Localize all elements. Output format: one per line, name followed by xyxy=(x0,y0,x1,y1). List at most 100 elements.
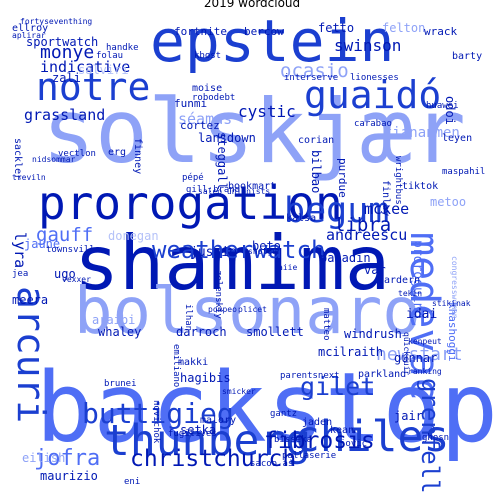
cloud-word: indicative xyxy=(40,58,131,76)
cloud-word: grassland xyxy=(24,106,106,124)
cloud-word: aiie xyxy=(278,263,298,272)
cloud-word: steggall xyxy=(215,132,229,190)
cloud-word: jaden xyxy=(302,417,333,428)
cloud-word: ranking xyxy=(408,367,442,376)
cloud-word: saleo unionists xyxy=(198,187,271,196)
cloud-word: fugitives xyxy=(168,429,217,439)
cloud-word: séamas xyxy=(178,110,233,128)
cloud-word: prorogation xyxy=(38,176,343,230)
cloud-word: andreescu xyxy=(326,226,408,244)
cloud-word: buttigieg xyxy=(82,397,234,430)
cloud-word: fetto xyxy=(318,21,355,35)
cloud-word: paladin xyxy=(320,251,371,265)
cloud-word: sacoo.as xyxy=(250,459,294,469)
cloud-word: ellroy xyxy=(12,23,49,34)
cloud-word: funmi xyxy=(174,97,208,110)
cloud-word: hagibis xyxy=(180,371,231,385)
cloud-word: jovic xyxy=(340,439,368,449)
cloud-word: newstart xyxy=(376,344,463,365)
cloud-word: whaley xyxy=(98,325,142,339)
cloud-word: var xyxy=(364,263,386,277)
cloud-word: salviri xyxy=(78,63,129,77)
cloud-word: erg xyxy=(108,147,127,158)
cloud-word: fortyseventhing xyxy=(20,17,93,26)
cloud-word: gilet xyxy=(300,372,376,401)
cloud-word: shamima xyxy=(74,219,391,307)
cloud-word: wrack xyxy=(424,25,458,38)
cloud-word: congresswoman xyxy=(450,256,459,319)
cloud-word: kalsa xyxy=(286,213,317,224)
cloud-word: wrightbus xyxy=(393,156,403,205)
cloud-word: jaune xyxy=(24,237,61,251)
cloud-word: gantz xyxy=(270,409,298,419)
cloud-word: parentsnext xyxy=(280,371,340,381)
cloud-word: jussie xyxy=(190,245,237,260)
cloud-word: nidsommar xyxy=(32,155,76,164)
cloud-word: thunberg xyxy=(104,416,312,466)
cloud-word: mckee xyxy=(364,200,410,218)
cloud-word: felton xyxy=(382,21,426,35)
cloud-word: beto xyxy=(252,239,281,253)
cloud-word: donegan xyxy=(108,229,159,243)
cloud-word: ugo xyxy=(54,267,76,281)
cloud-word: bercow xyxy=(244,25,284,38)
cloud-word: parkland xyxy=(358,369,407,380)
cloud-word: finney xyxy=(132,138,143,175)
cloud-word: windrush xyxy=(344,327,402,341)
cloud-word: metoo xyxy=(430,195,467,209)
cloud-word: folau xyxy=(96,51,124,61)
cloud-word: begum xyxy=(284,191,390,231)
cloud-word: handke xyxy=(106,43,139,53)
cloud-word: fibrosis xyxy=(264,428,375,454)
cloud-word: townsville xyxy=(46,245,101,255)
cloud-word: kbost xyxy=(194,51,222,61)
cloud-word: tiananmen xyxy=(384,125,460,141)
cloud-word: sportwatch xyxy=(26,35,99,49)
cloud-word: meera xyxy=(12,293,49,307)
cloud-word: tekin xyxy=(398,289,423,298)
cloud-word: finlay xyxy=(380,180,391,217)
cloud-word: bilbao xyxy=(309,150,323,194)
cloud-word: cystic xyxy=(238,102,296,121)
cloud-word: smollett xyxy=(246,325,304,339)
cloud-word: swinson xyxy=(334,36,402,55)
cloud-word: fortnite xyxy=(174,25,227,38)
cloud-word: plicet xyxy=(238,305,267,314)
cloud-word: setka xyxy=(180,423,217,437)
cloud-word: ilhan xyxy=(183,304,193,332)
cloud-word: kenpeut xyxy=(408,337,442,346)
word-cloud: backstop shamima solskjær bolsonaro epstein p… xyxy=(12,8,498,494)
cloud-word: shotgun xyxy=(248,247,282,256)
cloud-word: matteo xyxy=(321,308,331,341)
cloud-word: pépé xyxy=(182,173,204,183)
cloud-word: moise xyxy=(192,83,223,94)
cloud-word: lansdown xyxy=(198,131,256,145)
cloud-word: chiles xyxy=(294,412,450,462)
cloud-word: maurizio xyxy=(40,469,98,483)
cloud-word: araibi xyxy=(92,313,136,327)
cloud-word: eilish xyxy=(22,451,66,465)
cloud-word: epstein xyxy=(150,8,395,75)
cloud-word: ghosn xyxy=(422,433,450,443)
cloud-word: libra xyxy=(334,214,392,236)
chart-title: 2019 wordcloud xyxy=(203,0,301,10)
cloud-word: huawei xyxy=(426,101,459,111)
cloud-word: robodebt xyxy=(192,93,236,103)
cloud-word: pompeo xyxy=(208,305,237,314)
cloud-word: zali xyxy=(52,71,81,85)
cloud-word: gauff xyxy=(36,224,94,246)
cloud-word: eni xyxy=(124,477,141,487)
cloud-word: jair xyxy=(394,409,423,423)
cloud-word: solskjær xyxy=(42,80,466,183)
cloud-word: corian xyxy=(298,135,335,146)
cloud-word: ardern xyxy=(384,275,421,286)
cloud-word: cortez xyxy=(180,119,220,132)
cloud-word: emiliano xyxy=(171,344,181,388)
cloud-word: bolsonaro xyxy=(74,275,421,349)
cloud-word: guaidó xyxy=(304,73,442,117)
cloud-word: notre xyxy=(36,65,151,109)
cloud-word: brunei xyxy=(104,379,137,389)
cloud-word: pallaserie xyxy=(282,451,337,461)
cloud-word: novichok xyxy=(151,400,161,444)
cloud-word: vectlon xyxy=(58,149,96,159)
